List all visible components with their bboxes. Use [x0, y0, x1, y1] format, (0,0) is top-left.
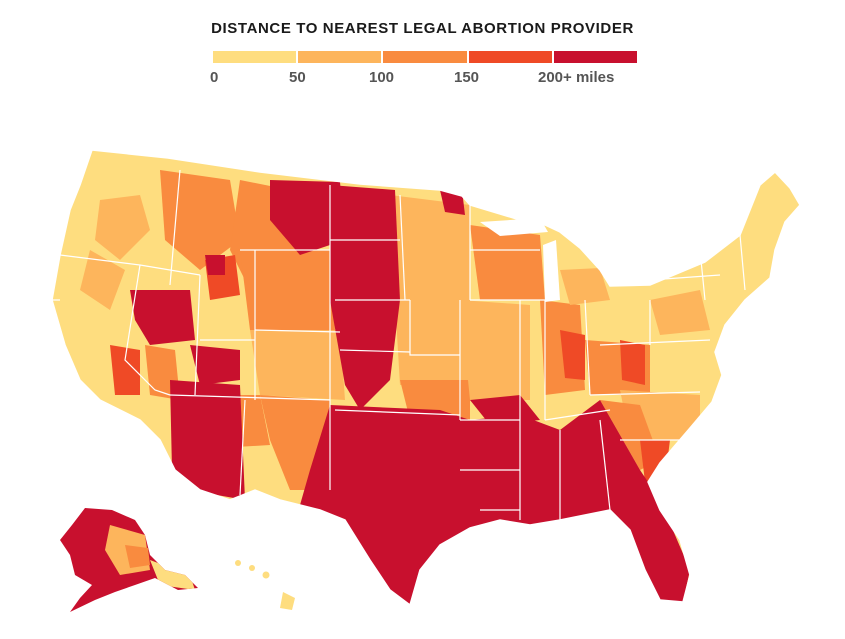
hawaii-island: [262, 571, 270, 579]
legend-band-50-100: [298, 51, 384, 63]
patch-orange: [460, 300, 530, 400]
legend-tick-0: 0: [210, 69, 219, 86]
alaska-patch: [150, 560, 195, 590]
legend-band-150-200: [468, 51, 554, 63]
legend-band-200-plus: [553, 51, 638, 63]
us-outline: [51, 149, 801, 607]
state-borders: [52, 169, 746, 520]
alaska: [60, 508, 198, 612]
zone-200-plus-south: [300, 400, 690, 605]
patch-orange: [160, 170, 240, 270]
zone-200-plus-nevada: [130, 290, 195, 345]
zone-200-plus-utah: [190, 345, 240, 385]
zone-200-plus-plains: [330, 185, 400, 410]
zone-200-plus-montana: [270, 180, 345, 255]
patch-red-orange: [620, 340, 645, 385]
legend-tick-200-plus: 200+ miles: [538, 69, 615, 86]
lake-superior: [480, 218, 548, 236]
hawaii-island: [249, 565, 255, 571]
legend-band-0-50: [213, 51, 299, 63]
patch-orange: [390, 195, 470, 300]
patch-orange: [80, 250, 125, 310]
legend-band-100-150: [383, 51, 469, 63]
legend-tick-50: 50: [289, 69, 306, 86]
contiguous-us: [52, 150, 800, 605]
patch-orange: [470, 225, 545, 300]
zone-200-plus-idaho: [205, 255, 225, 275]
legend-color-bar: [213, 51, 638, 63]
lake-michigan: [543, 240, 560, 302]
patch-orange: [240, 250, 335, 330]
patch-orange: [560, 268, 610, 305]
patch-orange: [250, 330, 345, 400]
zone-200-plus-mid: [470, 395, 540, 425]
patch-red-orange: [560, 330, 585, 380]
legend-tick-150: 150: [454, 69, 480, 86]
legend-title: DISTANCE TO NEAREST LEGAL ABORTION PROVI…: [211, 20, 634, 37]
patch-red-orange: [640, 440, 670, 482]
patch-orange: [95, 195, 150, 260]
patch-orange: [650, 290, 710, 335]
zone-200-plus-north: [440, 190, 465, 215]
zone-200-plus-arizona: [170, 380, 245, 500]
patch-red-orange: [110, 345, 140, 395]
hawaii-island: [235, 560, 241, 566]
patch-orange: [395, 300, 475, 385]
hawaii-island-big: [280, 592, 295, 610]
legend-tick-100: 100: [369, 69, 395, 86]
hawaii: [235, 560, 295, 610]
alaska-patch: [125, 545, 150, 568]
